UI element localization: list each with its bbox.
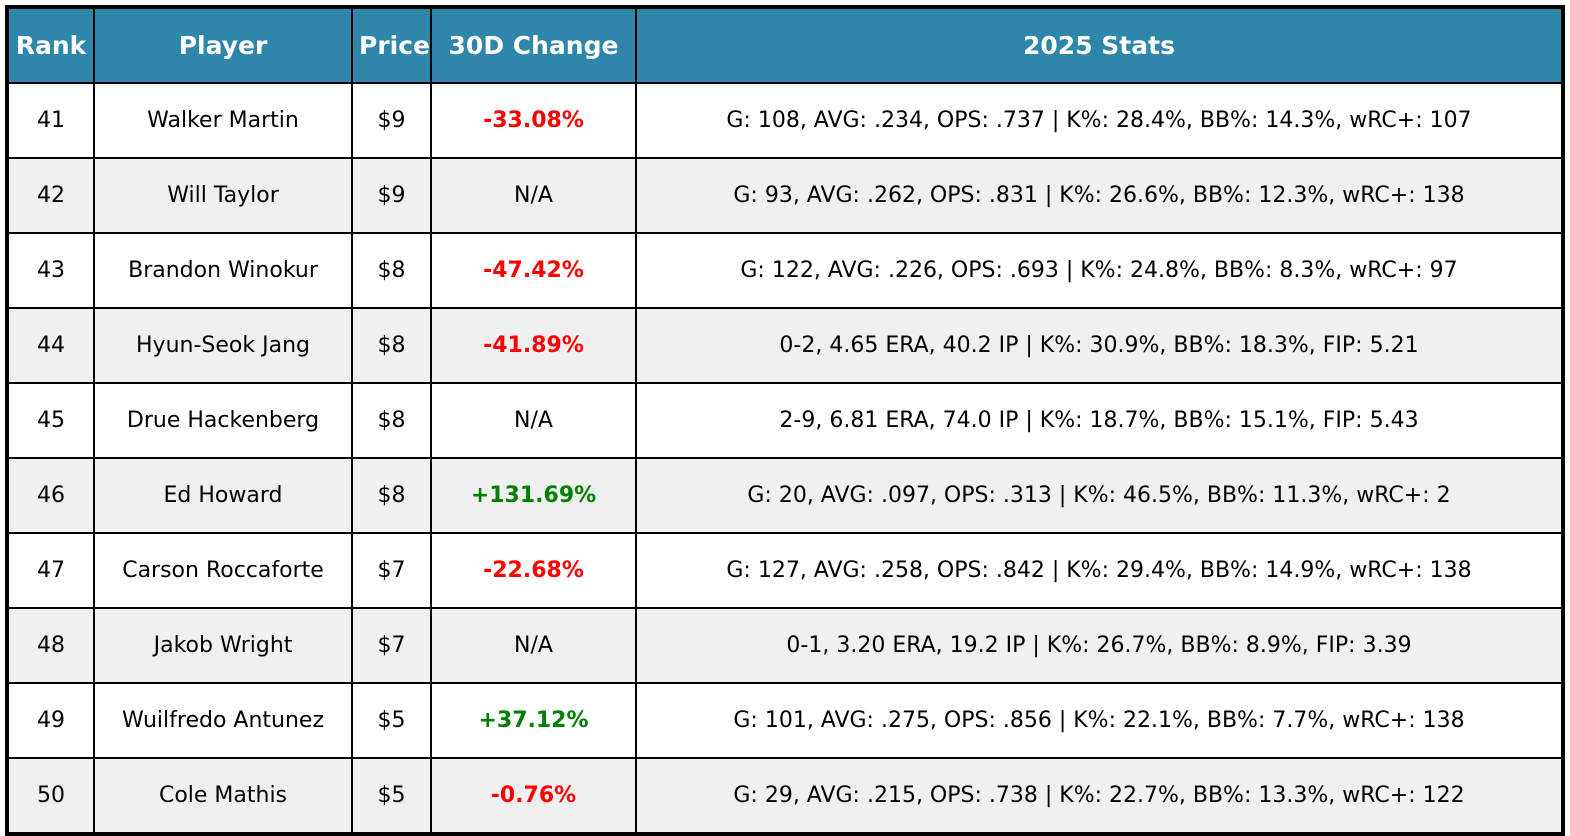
change-cell: -47.42% [430,232,637,309]
stats-cell: G: 127, AVG: .258, OPS: .842 | K%: 29.4%… [635,532,1564,609]
price-cell: $5 [351,757,432,835]
rank-cell: 41 [6,82,95,159]
price-cell: $8 [351,232,432,309]
price-cell: $8 [351,457,432,534]
rank-cell: 43 [6,232,95,309]
change-cell: -0.76% [430,757,637,835]
price-cell: $8 [351,382,432,459]
header-price: Price [351,6,432,84]
table-row: 50 Cole Mathis $5 -0.76% G: 29, AVG: .21… [6,757,1564,835]
price-cell: $9 [351,82,432,159]
change-cell: -33.08% [430,82,637,159]
stats-cell: G: 101, AVG: .275, OPS: .856 | K%: 22.1%… [635,682,1564,759]
price-cell: $8 [351,307,432,384]
rank-cell: 44 [6,307,95,384]
stats-cell: 0-2, 4.65 ERA, 40.2 IP | K%: 30.9%, BB%:… [635,307,1564,384]
change-cell: N/A [430,382,637,459]
rank-cell: 46 [6,457,95,534]
player-cell: Walker Martin [93,82,353,159]
price-cell: $9 [351,157,432,234]
table-row: 43 Brandon Winokur $8 -47.42% G: 122, AV… [6,232,1564,309]
table-row: 44 Hyun-Seok Jang $8 -41.89% 0-2, 4.65 E… [6,307,1564,384]
header-2025-stats: 2025 Stats [635,6,1564,84]
rank-cell: 45 [6,382,95,459]
player-cell: Brandon Winokur [93,232,353,309]
player-cell: Will Taylor [93,157,353,234]
change-cell: -41.89% [430,307,637,384]
price-cell: $7 [351,532,432,609]
header-30d-change: 30D Change [430,6,637,84]
table-row: 42 Will Taylor $9 N/A G: 93, AVG: .262, … [6,157,1564,234]
price-cell: $5 [351,682,432,759]
player-cell: Ed Howard [93,457,353,534]
player-cell: Cole Mathis [93,757,353,835]
rank-cell: 49 [6,682,95,759]
change-cell: N/A [430,607,637,684]
rank-cell: 48 [6,607,95,684]
stats-cell: G: 29, AVG: .215, OPS: .738 | K%: 22.7%,… [635,757,1564,835]
header-row: Rank Player Price 30D Change 2025 Stats [6,6,1564,84]
player-cell: Jakob Wright [93,607,353,684]
rank-cell: 42 [6,157,95,234]
header-rank: Rank [6,6,95,84]
change-cell: N/A [430,157,637,234]
rank-cell: 50 [6,757,95,835]
stats-cell: G: 93, AVG: .262, OPS: .831 | K%: 26.6%,… [635,157,1564,234]
header-player: Player [93,6,353,84]
player-cell: Drue Hackenberg [93,382,353,459]
stats-cell: G: 108, AVG: .234, OPS: .737 | K%: 28.4%… [635,82,1564,159]
change-cell: +37.12% [430,682,637,759]
rank-cell: 47 [6,532,95,609]
player-cell: Wuilfredo Antunez [93,682,353,759]
player-cell: Hyun-Seok Jang [93,307,353,384]
table-row: 45 Drue Hackenberg $8 N/A 2-9, 6.81 ERA,… [6,382,1564,459]
table-body: 41 Walker Martin $9 -33.08% G: 108, AVG:… [6,82,1564,835]
change-cell: -22.68% [430,532,637,609]
stats-cell: G: 20, AVG: .097, OPS: .313 | K%: 46.5%,… [635,457,1564,534]
player-cell: Carson Roccaforte [93,532,353,609]
player-rankings-table: Rank Player Price 30D Change 2025 Stats … [5,5,1565,836]
table-row: 41 Walker Martin $9 -33.08% G: 108, AVG:… [6,82,1564,159]
stats-cell: 2-9, 6.81 ERA, 74.0 IP | K%: 18.7%, BB%:… [635,382,1564,459]
stats-cell: G: 122, AVG: .226, OPS: .693 | K%: 24.8%… [635,232,1564,309]
stats-cell: 0-1, 3.20 ERA, 19.2 IP | K%: 26.7%, BB%:… [635,607,1564,684]
table-row: 47 Carson Roccaforte $7 -22.68% G: 127, … [6,532,1564,609]
change-cell: +131.69% [430,457,637,534]
table-row: 49 Wuilfredo Antunez $5 +37.12% G: 101, … [6,682,1564,759]
table-row: 48 Jakob Wright $7 N/A 0-1, 3.20 ERA, 19… [6,607,1564,684]
table-row: 46 Ed Howard $8 +131.69% G: 20, AVG: .09… [6,457,1564,534]
price-cell: $7 [351,607,432,684]
